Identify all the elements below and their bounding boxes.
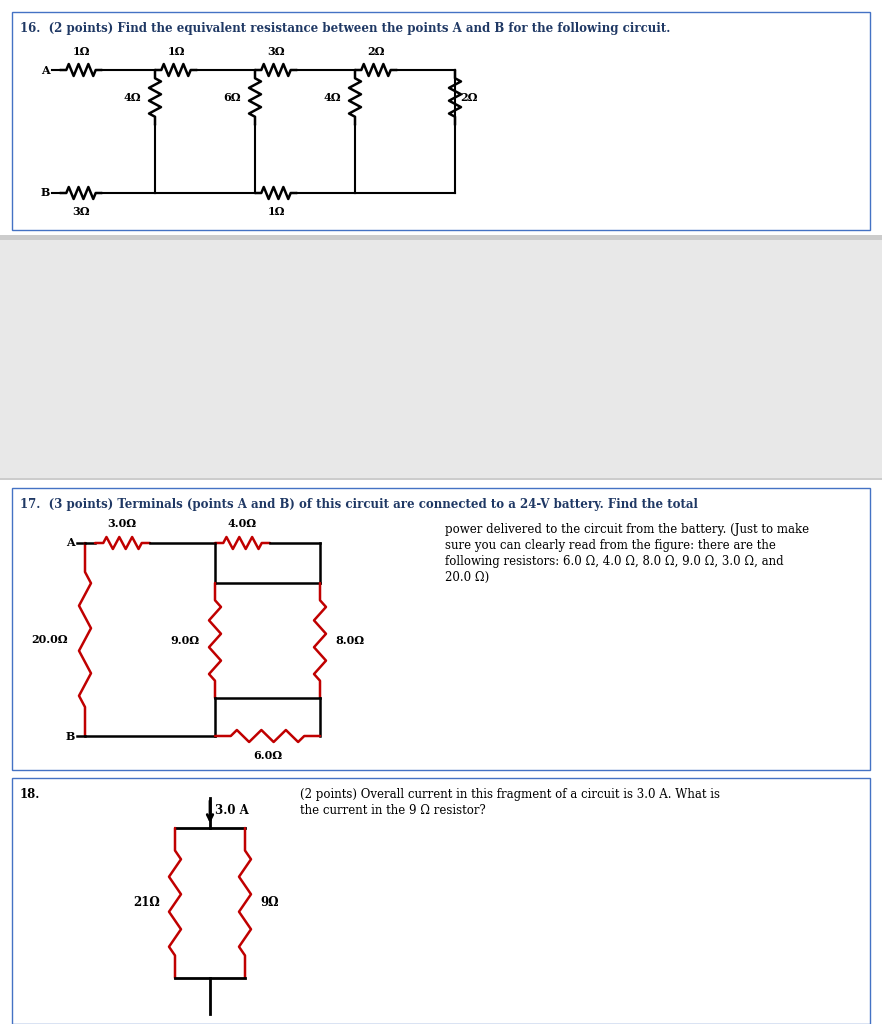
Text: 1Ω: 1Ω [168,46,184,57]
Text: 1Ω: 1Ω [72,46,90,57]
Text: following resistors: 6.0 Ω, 4.0 Ω, 8.0 Ω, 9.0 Ω, 3.0 Ω, and: following resistors: 6.0 Ω, 4.0 Ω, 8.0 Ω… [445,555,783,568]
Text: 16.  (2 points) Find the equivalent resistance between the points A and B for th: 16. (2 points) Find the equivalent resis… [20,22,670,35]
Text: B: B [65,730,75,741]
Text: 21Ω: 21Ω [134,896,161,909]
Text: 6Ω: 6Ω [223,92,241,103]
Text: 4Ω: 4Ω [123,92,141,103]
Text: A: A [41,65,50,76]
Text: 8.0Ω: 8.0Ω [335,635,364,646]
Bar [12,488,870,770]
Text: 18.: 18. [20,788,41,801]
Text: 2Ω: 2Ω [460,92,477,103]
Text: 17.  (3 points) Terminals (points A and B) of this circuit are connected to a 24: 17. (3 points) Terminals (points A and B… [20,498,698,511]
Text: 2Ω: 2Ω [367,46,385,57]
Text: 3Ω: 3Ω [72,206,90,217]
Text: B: B [41,187,50,199]
Text: 3.0 A: 3.0 A [215,804,249,816]
Text: 6.0Ω: 6.0Ω [253,750,282,761]
Text: 20.0 Ω): 20.0 Ω) [445,571,490,584]
Text: 1Ω: 1Ω [267,206,285,217]
Text: A: A [66,538,75,549]
Bar [0,234,882,480]
Bar [12,778,870,1024]
Text: 4Ω: 4Ω [324,92,341,103]
Text: 3Ω: 3Ω [267,46,285,57]
Text: sure you can clearly read from the figure: there are the: sure you can clearly read from the figur… [445,539,776,552]
Text: 9.0Ω: 9.0Ω [170,635,199,646]
Text: 9Ω: 9Ω [261,896,280,909]
Bar [0,240,882,478]
Text: (2 points) Overall current in this fragment of a circuit is 3.0 A. What is: (2 points) Overall current in this fragm… [300,788,720,801]
Bar [12,12,870,230]
Text: the current in the 9 Ω resistor?: the current in the 9 Ω resistor? [300,804,486,817]
Text: 4.0Ω: 4.0Ω [228,518,257,529]
Text: 20.0Ω: 20.0Ω [32,634,68,645]
Text: power delivered to the circuit from the battery. (Just to make: power delivered to the circuit from the … [445,523,809,536]
Text: 3.0Ω: 3.0Ω [108,518,137,529]
